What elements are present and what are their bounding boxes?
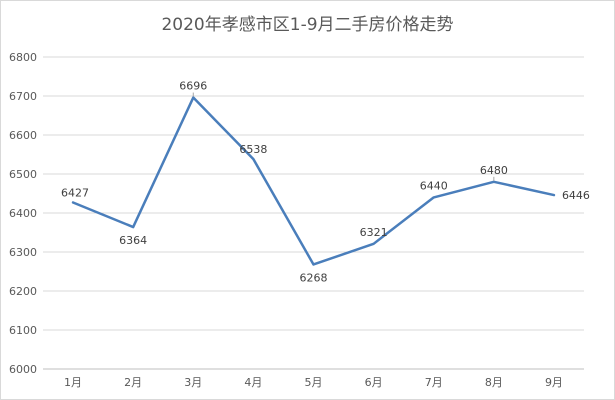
data-label: 6538 [239,143,267,156]
x-tick-label: 9月 [545,376,563,389]
x-tick-label: 8月 [485,376,503,389]
y-tick-label: 6400 [9,207,37,220]
x-tick-label: 3月 [184,376,202,389]
gridlines [43,56,584,370]
data-label: 6440 [420,179,448,192]
x-tick-label: 2月 [124,376,142,389]
x-axis-ticks: 1月 2月 3月 4月 5月 6月 7月 8月 9月 [64,376,563,389]
x-tick-label: 6月 [365,376,383,389]
data-labels: 6427 6364 6696 6538 6268 6321 6440 6480 6446 [61,80,590,285]
data-label: 6446 [562,189,590,202]
x-tick-label: 7月 [425,376,443,389]
y-tick-label: 6300 [9,246,37,259]
series-line [71,96,556,266]
data-label: 6427 [61,186,89,199]
y-tick-label: 6600 [9,129,37,142]
chart-title: 2020年孝感市区1-9月二手房价格走势 [161,15,454,35]
x-tick-label: 4月 [244,376,262,389]
y-tick-label: 6100 [9,324,37,337]
y-tick-label: 6800 [9,51,37,64]
y-tick-label: 6700 [9,90,37,103]
y-axis-ticks: 6000 6100 6200 6300 6400 6500 6600 6700 6800 [9,51,37,376]
data-label: 6480 [480,164,508,177]
data-label: 6268 [300,271,328,284]
y-tick-label: 6200 [9,285,37,298]
series-group [71,96,556,266]
data-label: 6696 [179,80,207,93]
x-tick-label: 1月 [64,376,82,389]
data-label: 6321 [360,226,388,239]
x-tick-label: 5月 [305,376,323,389]
y-tick-label: 6500 [9,168,37,181]
y-tick-label: 6000 [9,363,37,376]
data-label: 6364 [119,234,147,247]
